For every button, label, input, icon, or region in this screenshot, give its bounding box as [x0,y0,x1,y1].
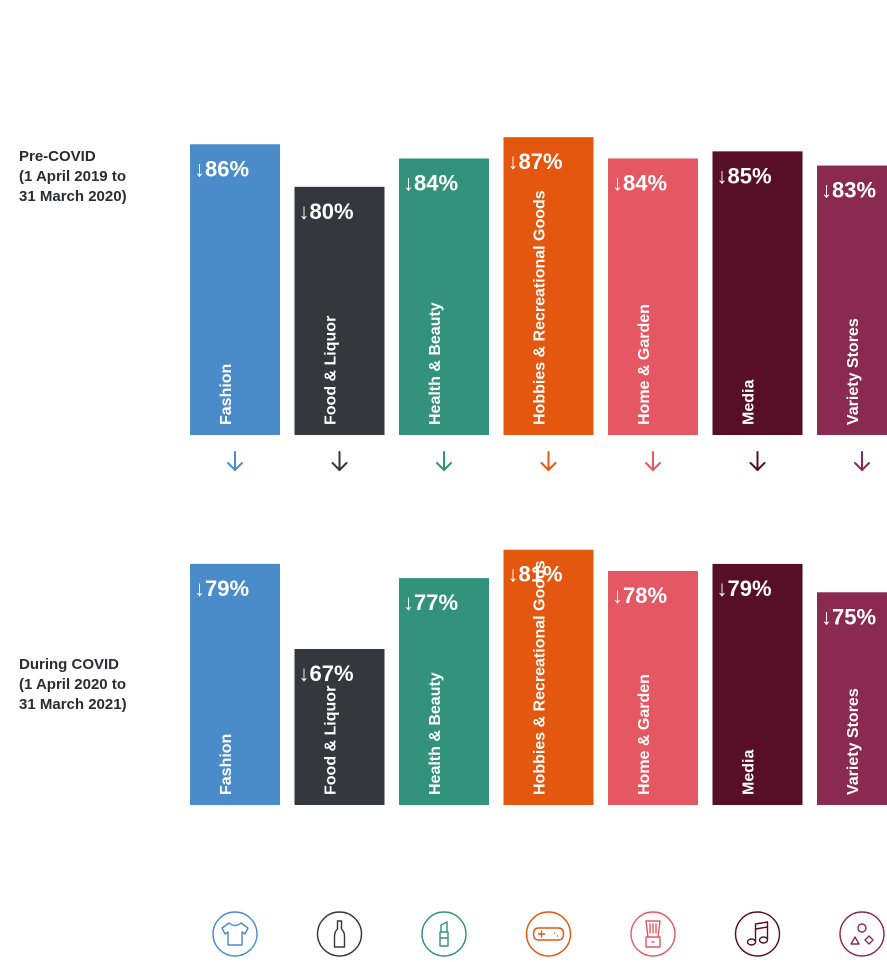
bar-group-variety-stores-during: ↓75% Variety Stores [817,592,887,805]
arrow-head [436,462,452,471]
down-arrow-icon [540,451,557,471]
bar-variety-stores [817,592,887,805]
arrow-head [854,462,870,471]
value-label: ↓79% [717,576,772,601]
value-label: ↓78% [612,583,667,608]
value-label: ↓75% [821,604,876,629]
down-arrow-icon [331,451,348,471]
category-label: Hobbies & Recreational Goods [532,560,549,795]
lipstick-icon [421,911,467,957]
icon-ring [630,911,676,957]
bar-group-health-and-beauty-pre: ↓84% Health & Beauty [399,158,489,436]
bar-fashion [190,563,280,805]
gamepad-icon [525,911,572,957]
bottle-icon [316,911,363,957]
down-arrow-icon [227,451,243,471]
bar-media [712,563,803,805]
down-arrow-icon [854,451,870,471]
category-label: Media [741,380,758,425]
arrow-head [645,462,661,471]
bar-group-hobbies-and-recreational-goods-pre: ↓87% Hobbies & Recreational Goods [503,137,594,435]
down-arrow-icon [645,451,661,471]
bar-group-media-during: ↓79% Media [712,563,803,805]
category-label: Home & Garden [636,674,653,795]
category-label: Health & Beauty [427,302,444,425]
bar-group-fashion-during: ↓79% Fashion [190,563,280,805]
category-label: Variety Stores [845,688,862,795]
value-label: ↓83% [821,178,876,203]
bar-group-home-and-garden-during: ↓78% Home & Garden [608,571,698,805]
value-label: ↓84% [612,170,667,195]
value-label: ↓80% [299,199,354,224]
icon-ring [421,911,467,957]
category-label: Hobbies & Recreational Goods [532,190,549,425]
icon-ring [839,911,885,957]
icon-ring [734,911,781,957]
bar-health-and-beauty [399,578,489,805]
value-label: ↓79% [194,576,249,601]
bar-home-and-garden [608,571,698,805]
blender-shape [645,920,661,948]
music-note-shape [746,921,769,946]
shapes-shape [850,923,874,945]
value-label: ↓67% [299,661,354,686]
bar-food-and-liquor [294,186,385,435]
bar-group-health-and-beauty-during: ↓77% Health & Beauty [399,578,489,805]
bottle-shape [333,920,346,948]
arrow-head [749,462,766,471]
bar-hobbies-and-recreational-goods [503,549,594,805]
category-label: Food & Liquor [323,686,340,795]
bar-group-fashion-pre: ↓86% Fashion [190,144,280,436]
value-label: ↓81% [508,562,563,587]
category-label: Health & Beauty [427,672,444,795]
bar-group-home-and-garden-pre: ↓84% Home & Garden [608,158,698,436]
bar-fashion [190,144,280,436]
bar-home-and-garden [608,158,698,436]
category-label: Fashion [218,364,235,425]
down-arrow-icon [436,451,452,471]
category-label: Variety Stores [845,318,862,425]
bar-hobbies-and-recreational-goods [503,137,594,435]
value-label: ↓86% [194,156,249,181]
icon-ring [212,911,258,957]
bar-group-food-and-liquor-during: ↓67%Food & Liquor [294,649,385,805]
tshirt-shape [221,922,249,946]
value-label: ↓84% [403,170,458,195]
row-label-pre-covid: Pre-COVID (1 April 2019 to 31 March 2020… [19,148,127,205]
music-note-icon [734,911,781,957]
arrow-head [331,462,348,471]
bar-group-hobbies-and-recreational-goods-during: ↓81%Hobbies & Recreational Goods [503,549,594,805]
category-label: Home & Garden [636,304,653,425]
bar-group-variety-stores-pre: ↓83% Variety Stores [817,165,887,435]
arrow-head [227,462,243,471]
category-label: Food & Liquor [323,316,340,425]
bar-group-media-pre: ↓85% Media [712,151,803,435]
value-label: ↓77% [403,590,458,615]
icon-ring [525,911,572,957]
bar-variety-stores [817,165,887,435]
value-label: ↓85% [717,163,772,188]
value-label: ↓87% [508,149,563,174]
bar-food-and-liquor [294,649,385,805]
lipstick-shape [439,921,449,947]
blender-icon [630,911,676,957]
down-arrow-icon [749,451,766,471]
shapes-icon [839,911,885,957]
icon-ring [316,911,363,957]
category-label: Media [741,750,758,795]
arrow-head [540,462,557,471]
category-label: Fashion [218,734,235,795]
tshirt-icon [212,911,258,957]
bar-health-and-beauty [399,158,489,436]
gamepad-shape [532,927,565,941]
bar-group-food-and-liquor-pre: ↓80% Food & Liquor [294,186,385,435]
row-label-during-covid: During COVID (1 April 2020 to 31 March 2… [19,656,127,713]
bar-media [712,151,803,435]
